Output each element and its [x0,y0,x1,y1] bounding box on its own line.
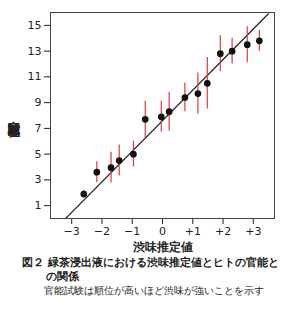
svg-text:渋味推定値: 渋味推定値 [132,240,193,254]
svg-text:5: 5 [35,148,42,161]
html-text:官能試験順位: 官能試験順位 [7,111,21,117]
svg-text:9: 9 [35,96,42,109]
svg-text:15: 15 [28,19,42,32]
svg-text:13: 13 [28,45,42,58]
svg-text:+1: +1 [185,225,201,238]
svg-text:+2: +2 [215,225,231,238]
html-text:官能試験は順位が高いほど渋味が強いことを示す: 官能試験は順位が高いほど渋味が強いことを示す [44,285,264,296]
svg-text:−3: −3 [64,225,80,238]
svg-text:−1: −1 [124,225,140,238]
svg-text:3: 3 [35,173,42,186]
svg-text:11: 11 [28,70,42,83]
svg-text:+3: +3 [245,225,261,238]
html-text:図２ 緑茶浸出液における渋味推定値とヒトの官能との関係: 図２ 緑茶浸出液における渋味推定値とヒトの官能との関係 [22,256,279,283]
svg-text:1: 1 [35,199,42,212]
svg-text:−2: −2 [94,225,110,238]
svg-text:7: 7 [35,122,42,135]
svg-text:0: 0 [159,225,166,238]
